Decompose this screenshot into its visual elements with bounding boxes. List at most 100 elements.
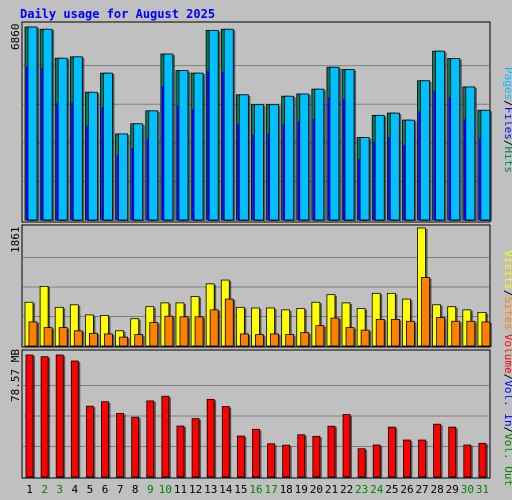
legend-visits: Visits — [502, 250, 512, 290]
chart-title: Daily usage for August 2025 — [20, 7, 215, 21]
x-label-day-31: 31 — [476, 483, 489, 496]
bar-pages-day-8 — [133, 123, 144, 221]
bar-pages-day-10 — [163, 53, 174, 221]
x-label-day-4: 4 — [72, 483, 79, 496]
bar-sites-day-22 — [345, 327, 355, 347]
bar-volume-day-11 — [176, 425, 185, 478]
legend-sep-5: / — [502, 427, 512, 434]
legend-vol-out: Vol. Out — [502, 433, 512, 486]
legend-vol-in: Vol. In — [502, 380, 512, 426]
bar-sites-day-2 — [43, 327, 53, 347]
x-label-day-18: 18 — [280, 483, 293, 496]
bar-pages-day-9 — [148, 110, 159, 221]
bar-pages-day-30 — [465, 86, 476, 221]
bar-volume-day-22 — [342, 414, 351, 478]
bar-volume-day-13 — [206, 398, 215, 478]
bar-sites-day-15 — [239, 333, 249, 347]
bar-volume-day-2 — [40, 356, 49, 478]
bar-sites-day-7 — [119, 336, 128, 347]
bar-volume-day-30 — [463, 444, 472, 478]
x-label-day-27: 27 — [415, 483, 428, 496]
x-label-day-16: 16 — [249, 483, 262, 496]
bar-sites-day-23 — [360, 329, 370, 347]
bar-pages-day-29 — [450, 58, 461, 221]
bar-sites-day-27 — [421, 277, 430, 347]
bar-sites-day-12 — [194, 316, 204, 347]
x-label-day-9: 9 — [147, 483, 154, 496]
x-label-day-23: 23 — [355, 483, 368, 496]
x-label-day-25: 25 — [385, 483, 398, 496]
x-label-day-24: 24 — [370, 483, 384, 496]
bar-pages-day-26 — [405, 119, 415, 221]
bar-pages-day-14 — [223, 28, 234, 221]
x-axis-labels: 1 2 3 4 5 6 7 8 9 10 11 12 13 14 15 16 17 18 19 20 21 22 23 24 2… — [26, 483, 489, 496]
bar-pages-day-13 — [208, 29, 219, 221]
y-label-visits: 1861 — [9, 227, 22, 254]
bar-sites-day-25 — [390, 318, 400, 347]
svg-text:Visits/Sites: Visits/Sites — [502, 250, 512, 330]
bar-volume-day-15 — [236, 435, 245, 478]
bar-pages-day-31 — [480, 109, 491, 221]
x-label-day-15: 15 — [234, 483, 247, 496]
svg-text:Volume/Vol. In/Vol. Out: Volume/Vol. In/Vol. Out — [502, 334, 512, 486]
bar-pages-day-24 — [374, 114, 385, 221]
y-label-hits: 6860 — [9, 24, 22, 51]
bar-sites-day-24 — [375, 318, 385, 347]
bar-volume-day-28 — [433, 423, 442, 478]
bar-volume-day-19 — [297, 434, 306, 478]
bar-volume-day-17 — [267, 443, 275, 478]
x-label-day-8: 8 — [132, 483, 139, 496]
bar-volume-day-3 — [55, 354, 64, 478]
x-label-day-3: 3 — [56, 483, 63, 496]
bar-volume-day-12 — [191, 418, 200, 478]
bar-sites-day-10 — [164, 315, 174, 347]
bar-sites-day-18 — [285, 334, 295, 347]
bar-sites-day-5 — [88, 332, 98, 347]
bar-sites-day-19 — [300, 332, 310, 347]
legend-pages: Pages — [502, 67, 512, 100]
bar-sites-day-28 — [436, 317, 446, 347]
bar-volume-day-1 — [25, 354, 34, 478]
bar-volume-day-31 — [478, 442, 487, 478]
bar-volume-day-5 — [85, 405, 94, 478]
bar-sites-day-14 — [224, 298, 234, 347]
bar-sites-day-26 — [406, 320, 415, 347]
x-label-day-17: 17 — [264, 483, 277, 496]
x-label-day-30: 30 — [461, 483, 474, 496]
bar-volume-day-4 — [70, 360, 79, 478]
x-label-day-6: 6 — [102, 483, 109, 496]
bar-volume-day-16 — [252, 428, 260, 478]
bar-volume-day-27 — [418, 439, 426, 478]
bar-pages-day-4 — [72, 56, 83, 221]
bar-volume-day-21 — [327, 425, 336, 478]
bar-volume-day-24 — [372, 444, 381, 478]
bar-sites-day-4 — [73, 330, 83, 347]
legend-sep-1: / — [502, 100, 512, 107]
legend-files: Files — [502, 107, 512, 140]
x-label-day-28: 28 — [431, 483, 444, 496]
bar-pages-day-2 — [42, 28, 53, 221]
bar-volume-day-7 — [116, 412, 124, 478]
bar-pages-day-3 — [57, 57, 68, 221]
legend-hits: Hits — [502, 147, 512, 174]
bar-pages-day-19 — [299, 93, 310, 221]
x-label-day-1: 1 — [26, 483, 33, 496]
bars-hits-files-pages — [24, 26, 492, 222]
bar-sites-day-17 — [270, 333, 279, 347]
bar-pages-day-7 — [118, 133, 128, 221]
legend-sep-2: / — [502, 140, 512, 147]
bar-pages-day-28 — [435, 50, 446, 221]
legend-sep-3: / — [502, 290, 512, 297]
x-label-day-12: 12 — [189, 483, 202, 496]
x-label-day-22: 22 — [340, 483, 353, 496]
bar-pages-day-21 — [329, 66, 340, 221]
bar-pages-day-27 — [420, 80, 430, 221]
x-label-day-2: 2 — [41, 483, 48, 496]
bar-pages-day-11 — [178, 70, 189, 221]
bar-sites-day-21 — [330, 317, 340, 347]
bar-volume-day-29 — [448, 426, 457, 478]
bar-volume-day-25 — [387, 426, 396, 478]
x-label-day-11: 11 — [174, 483, 187, 496]
bar-sites-day-16 — [255, 334, 264, 347]
bar-volume-day-10 — [161, 395, 170, 478]
